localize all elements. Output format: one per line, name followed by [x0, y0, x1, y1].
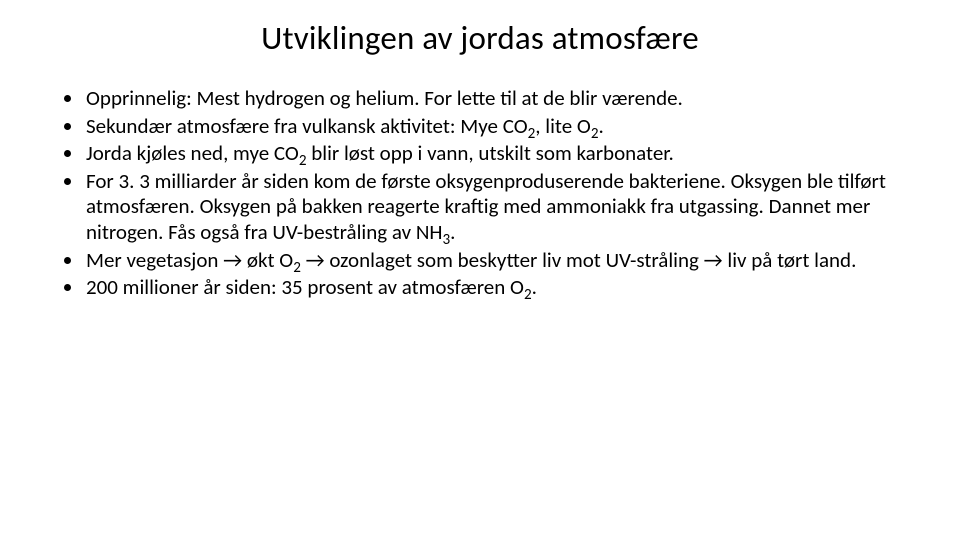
bullet-text: .	[532, 274, 537, 300]
bullet-text: Mer vegetasjon → økt O	[86, 247, 293, 273]
bullet-text: Opprinnelig: Mest hydrogen og helium. Fo…	[86, 85, 683, 111]
slide: Utviklingen av jordas atmosfære Opprinne…	[0, 0, 960, 540]
slide-title: Utviklingen av jordas atmosfære	[50, 18, 910, 58]
bullet-text: → ozonlaget som beskytter liv mot UV-str…	[301, 247, 857, 273]
bullet-text: , lite O	[535, 113, 591, 139]
bullet-text: .	[450, 219, 455, 245]
bullet-text: 200 millioner år siden: 35 prosent av at…	[86, 274, 524, 300]
bullet-item: 200 millioner år siden: 35 prosent av at…	[84, 275, 910, 301]
bullet-item: For 3. 3 milliarder år siden kom de førs…	[84, 169, 910, 246]
bullet-text: For 3. 3 milliarder år siden kom de førs…	[86, 168, 886, 245]
bullet-item: Mer vegetasjon → økt O2 → ozonlaget som …	[84, 248, 910, 274]
bullet-text: blir løst opp i vann, utskilt som karbon…	[306, 140, 673, 166]
bullet-item: Sekundær atmosfære fra vulkansk aktivite…	[84, 114, 910, 140]
bullet-item: Jorda kjøles ned, mye CO2 blir løst opp …	[84, 141, 910, 167]
bullet-text: Sekundær atmosfære fra vulkansk aktivite…	[86, 113, 528, 139]
bullet-text: .	[599, 113, 604, 139]
bullet-list: Opprinnelig: Mest hydrogen og helium. Fo…	[50, 86, 910, 301]
bullet-text: Jorda kjøles ned, mye CO	[86, 140, 299, 166]
bullet-item: Opprinnelig: Mest hydrogen og helium. Fo…	[84, 86, 910, 112]
subscript-text: 2	[524, 286, 532, 304]
